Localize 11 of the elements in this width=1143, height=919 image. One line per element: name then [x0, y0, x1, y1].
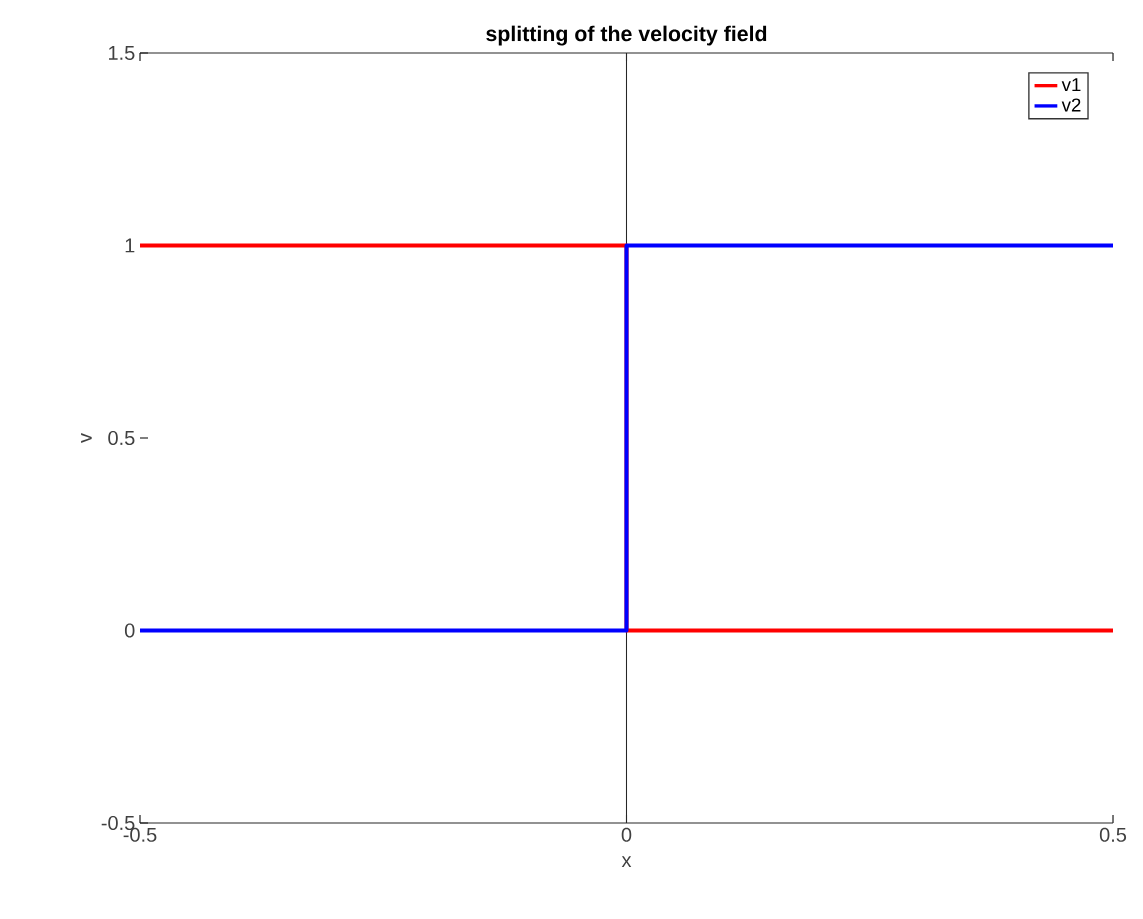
y-tick-label: 0.5 — [108, 430, 135, 446]
x-axis-title: x — [621, 856, 632, 867]
y-axis-title: v — [81, 433, 92, 443]
y-tick-label: 1 — [125, 238, 135, 253]
chart-title: splitting of the velocity field — [486, 25, 767, 46]
legend-label: v2 — [1061, 98, 1081, 112]
legend-label: v1 — [1061, 78, 1081, 92]
x-tick-label: 0.5 — [1099, 827, 1127, 842]
y-tick-label: 0 — [124, 623, 135, 638]
x-tick-label: 0 — [621, 827, 632, 842]
y-tick-label: 1.5 — [109, 46, 135, 60]
